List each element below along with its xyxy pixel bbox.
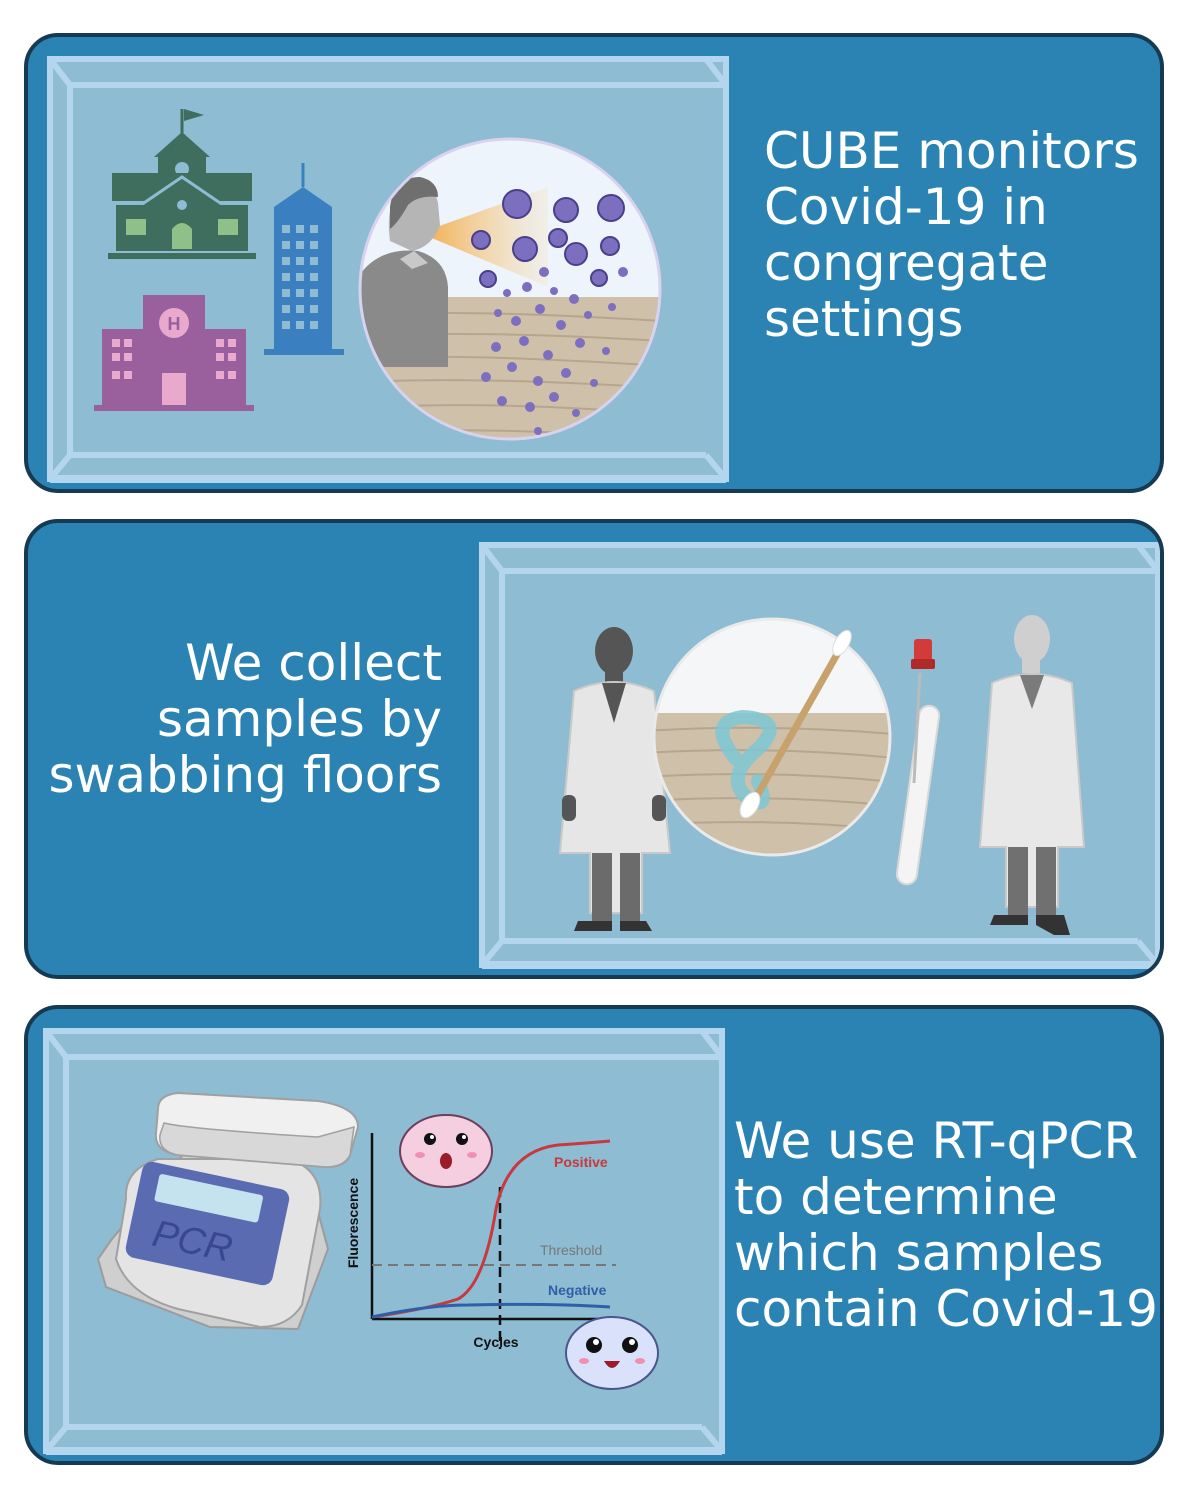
panel-rt-qpcr: PCR Fluorescence Cycles Threshold Positi… [24,1005,1164,1465]
surprised-face-icon [399,1114,493,1188]
panel-monitoring: H [24,33,1164,493]
cube-illustration-monitoring: H [47,56,729,483]
threshold-label: Threshold [540,1242,602,1258]
scientist-left-icon [558,627,672,931]
caption-monitoring: CUBE monitors Covid-19 in congregate set… [764,123,1139,347]
cube-illustration-collection [479,542,1160,969]
svg-text:H: H [168,314,181,334]
negative-series-label: Negative [548,1282,607,1298]
caption-line: to determine [734,1168,1058,1226]
caption-line: which samples [734,1224,1104,1282]
caption-line: contain Covid-19 [734,1280,1158,1338]
caption-line: We collect [185,634,442,692]
qpcr-amplification-chart: Fluorescence Cycles Threshold Positive N… [345,1133,618,1350]
y-axis-label: Fluorescence [345,1178,361,1268]
positive-series-label: Positive [554,1154,608,1170]
pcr-machine-icon: PCR [96,1091,360,1331]
hospital-icon: H [94,295,254,411]
scientist-right-icon [978,615,1086,935]
happy-face-icon [565,1316,659,1390]
caption-line: settings [764,290,964,348]
cube-illustration-pcr: PCR Fluorescence Cycles Threshold Positi… [43,1028,725,1455]
caption-line: congregate [764,234,1049,292]
sample-tube-icon [895,639,941,886]
virus-particles [471,189,628,435]
caption-line: Covid-19 in [764,178,1048,236]
x-axis-label: Cycles [473,1334,518,1350]
caption-rt-qpcr: We use RT-qPCR to determine which sample… [734,1113,1158,1337]
positive-series-line [371,1139,611,1319]
school-icon [108,109,256,259]
panel-sample-collection: We collect samples by swabbing floors [24,519,1164,979]
caption-line: samples by [156,690,442,748]
office-tower-icon [264,163,344,355]
caption-sample-collection: We collect samples by swabbing floors [48,635,442,803]
caption-line: CUBE monitors [764,122,1139,180]
caption-line: We use RT-qPCR [734,1112,1139,1170]
caption-line: swabbing floors [48,746,442,804]
negative-series-line [371,1302,611,1319]
